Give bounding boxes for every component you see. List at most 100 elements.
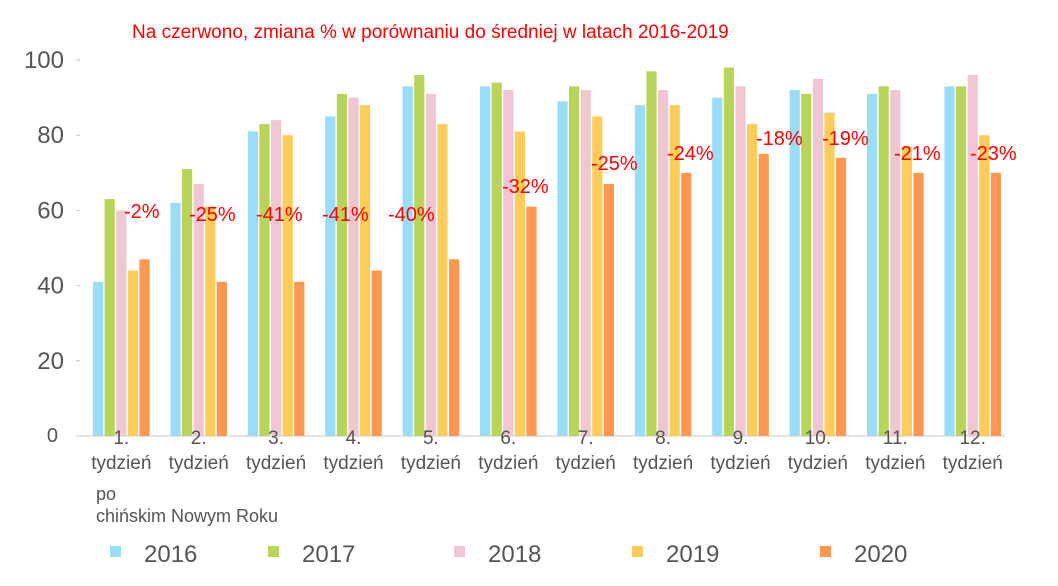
legend-swatch-2018 (454, 546, 465, 557)
x-tick-label-number: 10. (805, 428, 831, 449)
y-tick-label: 20 (37, 348, 64, 375)
x-tick-label-week: tydzień (91, 453, 151, 474)
legend-swatch-2019 (632, 546, 643, 557)
bar-2019 (205, 206, 216, 436)
bar-2017 (569, 86, 580, 436)
y-tick-label: 100 (24, 47, 64, 74)
bar-2018 (271, 120, 282, 436)
legend-label: 2016 (144, 541, 197, 568)
x-tick-label-week: tydzień (556, 453, 616, 474)
bar-2020 (603, 184, 614, 436)
change-label: -19% (822, 128, 869, 150)
x-tick-label-week: tydzień (478, 453, 538, 474)
bar-2020 (681, 172, 692, 437)
legend-swatch-2020 (820, 546, 831, 557)
bar-2019 (592, 116, 603, 437)
legend-label: 2020 (854, 541, 907, 568)
bar-2017 (723, 67, 734, 437)
x-tick-label-week: tydzień (169, 453, 229, 474)
x-tick-label-week: tydzień (633, 453, 693, 474)
bar-2017 (104, 199, 115, 436)
bar-2017 (801, 93, 812, 436)
bar-2016 (557, 101, 568, 437)
bar-2019 (669, 105, 680, 437)
x-tick-label-number: 6. (500, 428, 516, 449)
bar-2020 (526, 206, 537, 436)
bar-2020 (294, 281, 305, 436)
x-tick-label-week: tydzień (865, 453, 925, 474)
bar-2019 (514, 131, 525, 436)
y-tick-label: 40 (37, 273, 64, 300)
bar-2016 (402, 86, 413, 436)
bar-2016 (944, 86, 955, 436)
change-label: -41% (256, 204, 303, 226)
bar-2017 (182, 169, 193, 437)
bar-2019 (979, 135, 990, 436)
bar-2018 (812, 78, 823, 437)
bar-2016 (789, 90, 800, 436)
bar-2019 (824, 112, 835, 436)
bar-2017 (646, 71, 657, 436)
legend: 2016 2017 2018 2019 2020 (110, 541, 907, 568)
bar-2016 (712, 97, 723, 436)
change-label: -41% (322, 204, 369, 226)
chart-note: Na czerwono, zmiana % w porównaniu do śr… (132, 22, 729, 43)
x-tick-label-week: tydzień (710, 453, 770, 474)
change-label: -25% (189, 204, 236, 226)
bar-2020 (449, 259, 460, 436)
x-tick-label-number: 12. (959, 428, 985, 449)
x-tick-label-number: 11. (883, 428, 908, 449)
bar-2018 (890, 90, 901, 436)
bar-2016 (247, 131, 258, 436)
bar-2017 (956, 86, 967, 436)
bar-2018 (425, 93, 436, 436)
x-tick-label-number: 1. (113, 428, 129, 449)
x-tick-label-week: tydzień (323, 453, 383, 474)
change-label: -18% (756, 128, 803, 150)
x-tick-label-number: 7. (578, 428, 594, 449)
x-tick-label-week: tydzień (401, 453, 461, 474)
bar-2020 (371, 270, 382, 436)
bar-2016 (93, 281, 104, 436)
bar-2016 (867, 93, 878, 436)
bar-2018 (503, 90, 514, 436)
bar-2017 (491, 82, 502, 436)
bar-2018 (116, 210, 127, 436)
x-tick-label-number: 2. (191, 428, 207, 449)
change-label: -23% (970, 143, 1017, 165)
y-tick-label: 0 (47, 425, 58, 447)
bar-2018 (735, 86, 746, 436)
bar-2020 (913, 172, 924, 437)
change-label: -2% (124, 201, 160, 223)
x-axis-subtitle-line2: chińskim Nowym Roku (96, 506, 278, 526)
legend-swatch-2017 (268, 546, 279, 557)
bar-2020 (758, 154, 769, 436)
x-axis-subtitle-line1: po (96, 484, 116, 504)
bar-2020 (990, 172, 1001, 437)
change-label: -25% (591, 153, 638, 175)
legend-label: 2017 (302, 541, 355, 568)
bar-2020 (216, 281, 227, 436)
legend-swatch-2016 (110, 546, 121, 557)
bar-2020 (836, 157, 847, 436)
bar-2017 (336, 93, 347, 436)
y-tick-label: 80 (37, 122, 64, 149)
bar-2016 (170, 202, 181, 436)
change-label: -24% (667, 143, 714, 165)
bar-2019 (127, 270, 138, 436)
bar-2018 (658, 90, 669, 436)
bar-2017 (259, 123, 270, 437)
bar-2018 (580, 90, 591, 436)
x-tick-label-number: 5. (423, 428, 439, 449)
bar-2016 (325, 116, 336, 437)
bar-2019 (437, 123, 448, 437)
x-tick-label-number: 3. (268, 428, 284, 449)
x-tick-label-number: 4. (346, 428, 362, 449)
bar-2017 (878, 86, 889, 436)
bar-2018 (967, 75, 978, 436)
bar-2018 (348, 97, 359, 436)
bar-2017 (414, 75, 425, 436)
bar-2016 (480, 86, 491, 436)
change-label: -32% (502, 176, 549, 198)
